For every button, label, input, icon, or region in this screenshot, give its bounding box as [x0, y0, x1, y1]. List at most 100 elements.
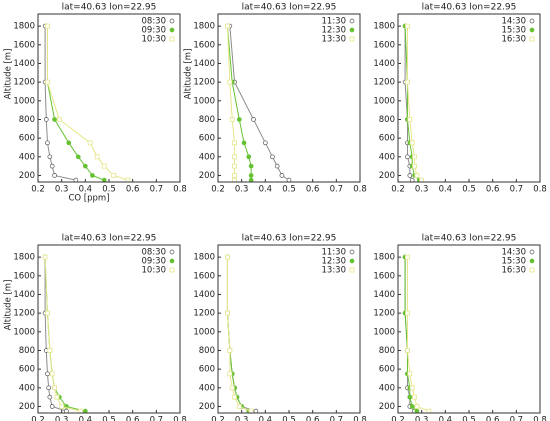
legend-label: 09:30 [142, 26, 167, 36]
marker [46, 385, 52, 391]
marker [251, 117, 256, 122]
marker [405, 310, 410, 316]
series-line [44, 257, 86, 412]
x-tick-label: 0.3 [55, 416, 69, 421]
legend-label: 08:30 [142, 248, 167, 258]
legend-label: 14:30 [502, 17, 527, 27]
legend-label: 08:30 [142, 17, 167, 27]
y-tick-label: 1600 [373, 40, 395, 50]
legend-marker [529, 27, 535, 33]
y-axis-label: Altitude [m] [4, 49, 14, 100]
plot-frame [217, 244, 361, 414]
legend-label: 09:30 [142, 257, 167, 267]
x-tick-label: 0.3 [55, 185, 69, 195]
x-tick-label: 0.2 [211, 185, 225, 195]
x-tick-label: 0.4 [79, 416, 93, 421]
y-tick-label: 200 [379, 171, 395, 181]
x-tick-label: 0.3 [235, 185, 249, 195]
x-tick-label: 0.5 [282, 416, 296, 421]
y-tick-label: 1400 [193, 290, 215, 300]
y-tick-label: 1400 [373, 59, 395, 69]
x-tick-label: 0.7 [330, 185, 344, 195]
marker [407, 117, 413, 122]
x-tick-label: 0.6 [306, 416, 320, 421]
marker [45, 79, 50, 85]
y-tick-label: 1400 [373, 290, 395, 300]
chart-title: lat=40.63 lon=22.95 [62, 3, 157, 13]
y-tick-label: 1600 [193, 271, 215, 281]
y-tick-label: 1800 [13, 22, 35, 32]
legend-label: 13:30 [322, 35, 347, 45]
marker [405, 254, 410, 260]
x-tick-label: 0.5 [102, 185, 116, 195]
legend-marker [349, 267, 355, 273]
marker [49, 404, 55, 409]
marker [101, 163, 107, 169]
chart-title: lat=40.63 lon=22.95 [242, 234, 337, 244]
chart-title: lat=40.63 lon=22.95 [62, 234, 157, 244]
y-tick-label: 400 [379, 152, 395, 162]
marker [414, 404, 420, 409]
series-line [229, 26, 290, 181]
marker [232, 140, 237, 146]
legend-marker [529, 18, 535, 24]
marker [409, 140, 415, 146]
legend-marker [529, 258, 535, 264]
marker [412, 394, 417, 400]
y-tick-label: 200 [199, 402, 215, 412]
x-tick-label: 0.8 [353, 185, 367, 195]
y-tick-label: 1000 [373, 327, 395, 337]
marker [232, 163, 237, 169]
marker [412, 154, 417, 160]
marker [414, 173, 420, 178]
marker [405, 348, 410, 353]
legend-marker [349, 258, 355, 264]
x-tick-label: 0.5 [282, 185, 296, 195]
x-tick-label: 0.8 [533, 185, 547, 195]
y-axis-label: Altitude [m] [184, 49, 194, 100]
marker [225, 23, 230, 29]
y-tick-label: 800 [379, 115, 395, 125]
x-tick-label: 0.4 [259, 416, 273, 421]
x-tick-label: 0.2 [31, 416, 45, 421]
y-tick-label: 1200 [193, 309, 215, 319]
marker [229, 385, 235, 391]
legend-marker [169, 27, 175, 33]
y-tick-label: 800 [19, 346, 35, 356]
plot-frame [217, 13, 361, 183]
x-tick-label: 0.8 [353, 416, 367, 421]
marker [248, 163, 254, 169]
legend-label: 13:30 [322, 266, 347, 276]
x-tick-label: 0.3 [235, 416, 249, 421]
marker [232, 394, 237, 400]
marker [47, 348, 53, 353]
legend-marker [169, 36, 175, 42]
chart-title: lat=40.63 lon=22.95 [422, 3, 517, 13]
y-tick-label: 1800 [13, 253, 35, 263]
marker [246, 154, 252, 160]
y-tick-label: 600 [199, 365, 215, 375]
plot-frame [37, 13, 181, 183]
marker [236, 117, 242, 122]
plot-frame [397, 13, 541, 183]
y-tick-label: 200 [19, 171, 35, 181]
y-tick-label: 1600 [373, 271, 395, 281]
x-tick-label: 0.2 [391, 185, 405, 195]
marker [49, 163, 55, 169]
y-tick-label: 1200 [373, 78, 395, 88]
x-tick-label: 0.7 [150, 185, 164, 195]
legend-label: 10:30 [142, 266, 167, 276]
marker [227, 79, 233, 85]
y-tick-label: 1000 [13, 96, 35, 106]
legend-label: 10:30 [142, 35, 167, 45]
y-tick-label: 1600 [13, 40, 35, 50]
marker [225, 310, 230, 316]
marker [45, 23, 50, 29]
marker [232, 154, 237, 160]
marker [54, 394, 60, 400]
y-tick-label: 1200 [13, 78, 35, 88]
x-tick-label: 0.3 [415, 416, 429, 421]
y-tick-label: 600 [19, 365, 35, 375]
legend-label: 12:30 [322, 257, 347, 267]
